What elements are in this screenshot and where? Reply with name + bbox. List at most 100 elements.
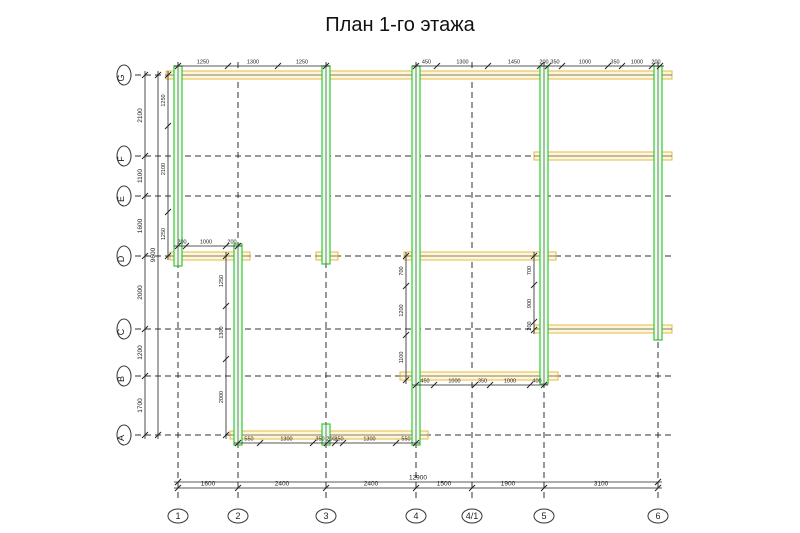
dim-left-inner-label-0: 1250 xyxy=(161,94,167,106)
dim-bottom-label-0: 1600 xyxy=(201,481,216,488)
dim-bottom-total-tick-0 xyxy=(174,478,182,486)
dim-top-left-tick-3 xyxy=(322,62,330,70)
axis-label-row-A: A xyxy=(116,435,126,441)
dim-axis2-tick-3 xyxy=(222,431,230,439)
axis-label-row-D: D xyxy=(116,255,126,262)
walls xyxy=(165,65,673,446)
dim-axis5-tick-0 xyxy=(530,252,538,260)
dim-bottom-inner-tick-6 xyxy=(392,439,400,447)
dim-axis5-tick-2 xyxy=(530,318,538,326)
dim-axis4-label-2: 1100 xyxy=(399,352,405,364)
dim-row-B-label-0: 450 xyxy=(420,379,429,385)
dim-bottom-tick-4 xyxy=(468,484,476,492)
axis-label-row-B: B xyxy=(116,376,126,382)
dim-row-D-tick-3 xyxy=(234,242,242,250)
axis-bubble-row-E xyxy=(116,185,132,207)
dim-bottom-label-4: 1900 xyxy=(501,481,516,488)
dim-bottom-inner-tick-5 xyxy=(339,439,347,447)
axis-bubble-row-G xyxy=(116,64,132,86)
dim-left-inner-tick-3 xyxy=(164,252,172,260)
dim-left-inner-tick-2 xyxy=(164,208,172,216)
dim-left-label-5: 1700 xyxy=(137,398,144,413)
dimensions: 1600 2400 2400 1500 1900 3100 12900 2100 1100 160… xyxy=(137,60,664,492)
dim-top-right-label-6: 350 xyxy=(610,60,619,66)
axis-label-row-G: G xyxy=(116,74,126,81)
dim-row-B-label-4: 400 xyxy=(532,379,541,385)
dim-axis4-tick-0 xyxy=(402,252,410,260)
dim-top-right-label-0: 450 xyxy=(422,60,431,66)
dim-top-right-tick-3 xyxy=(536,62,544,70)
dim-top-right-tick-1 xyxy=(433,62,441,70)
dim-bottom-label-1: 2400 xyxy=(275,481,290,488)
dim-left-tick-6 xyxy=(141,431,149,439)
dim-bottom-inner-tick-3 xyxy=(323,439,331,447)
axis-bubble-col-4 xyxy=(461,508,483,524)
axis-bubble-row-B xyxy=(116,365,132,387)
dim-top-left-label-2: 1250 xyxy=(296,60,308,66)
dim-left-inner-tick-0 xyxy=(164,71,172,79)
dim-bottom-inner-tick-7 xyxy=(412,439,420,447)
dim-left-inner-tick-1 xyxy=(164,122,172,130)
dim-left-inner-label-2: 1250 xyxy=(161,228,167,240)
dim-left-tick-4 xyxy=(141,325,149,333)
dim-bottom-inner-label-4: 350 xyxy=(334,437,343,443)
dim-bottom-total-label-0: 12900 xyxy=(409,475,427,482)
dim-axis5-tick-3 xyxy=(530,326,538,334)
dim-top-right-tick-5 xyxy=(558,62,566,70)
dim-bottom-label-2: 2400 xyxy=(364,481,379,488)
dim-left-tick-0 xyxy=(141,71,149,79)
dim-row-B-tick-2 xyxy=(471,381,479,389)
dim-left-tick-2 xyxy=(141,192,149,200)
dim-top-right-label-3: 200 xyxy=(539,60,548,66)
dim-row-D-tick-0 xyxy=(174,242,182,250)
axis-bubble-row-A xyxy=(116,424,132,446)
axis-bubble-col-1 xyxy=(227,508,249,524)
dim-row-D-tick-1 xyxy=(182,242,190,250)
dim-axis2-tick-1 xyxy=(222,302,230,310)
axis-bubble-col-2 xyxy=(315,508,337,524)
dim-row-B-label-2: 350 xyxy=(478,379,487,385)
dim-axis4-label-0: 700 xyxy=(399,266,405,275)
axis-label-col-6: 6 xyxy=(655,511,660,521)
dim-row-D-tick-2 xyxy=(222,242,230,250)
dim-left-label-0: 2100 xyxy=(137,108,144,123)
dim-bottom-tick-6 xyxy=(654,484,662,492)
dim-bottom-tick-1 xyxy=(234,484,242,492)
dim-top-left-tick-0 xyxy=(174,62,182,70)
axis-bubble-col-0 xyxy=(167,508,189,524)
dim-row-B-tick-3 xyxy=(486,381,494,389)
axis-bubble-col-3 xyxy=(405,508,427,524)
dim-axis2-tick-0 xyxy=(222,252,230,260)
dim-row-D-label-1: 1000 xyxy=(200,240,212,246)
dim-top-right-label-4: 350 xyxy=(550,60,559,66)
dim-left-label-4: 1200 xyxy=(137,345,144,360)
dim-axis5-label-1: 900 xyxy=(527,299,533,308)
axis-label-col-1: 2 xyxy=(235,511,240,521)
dim-bottom-total-tick-1 xyxy=(654,478,662,486)
dim-axis2-label-1: 1300 xyxy=(219,326,225,338)
page-title: План 1-го этажа xyxy=(325,14,475,36)
dim-bottom-tick-2 xyxy=(322,484,330,492)
dim-top-right-label-2: 1450 xyxy=(508,60,520,66)
dim-bottom-inner-label-5: 1300 xyxy=(363,437,375,443)
dim-row-B-label-1: 1000 xyxy=(448,379,460,385)
dim-top-right-tick-6 xyxy=(604,62,612,70)
dim-bottom-inner-label-6: 550 xyxy=(401,437,410,443)
axis-bubbles: 1 2 3 4 4/1 5 6 G F E D C B A xyxy=(116,64,669,524)
dim-axis5-tick-1 xyxy=(530,281,538,289)
dim-top-right-tick-0 xyxy=(412,62,420,70)
axis-label-col-2: 3 xyxy=(323,511,328,521)
dim-bottom-inner-tick-2 xyxy=(309,439,317,447)
dim-bottom-tick-0 xyxy=(174,484,182,492)
dim-top-left-label-1: 1300 xyxy=(247,60,259,66)
dim-left-total-tick-0 xyxy=(154,71,162,79)
dim-top-right-label-7: 1000 xyxy=(631,60,643,66)
dim-bottom-tick-3 xyxy=(412,484,420,492)
dim-top-right-tick-7 xyxy=(618,62,626,70)
dim-bottom-inner-label-0: 550 xyxy=(244,437,253,443)
axis-label-col-0: 1 xyxy=(175,511,180,521)
dim-left-tick-1 xyxy=(141,152,149,160)
dim-top-right-tick-8 xyxy=(648,62,656,70)
dim-axis2-label-2: 2000 xyxy=(219,391,225,403)
axis-label-col-4: 4/1 xyxy=(466,511,479,521)
